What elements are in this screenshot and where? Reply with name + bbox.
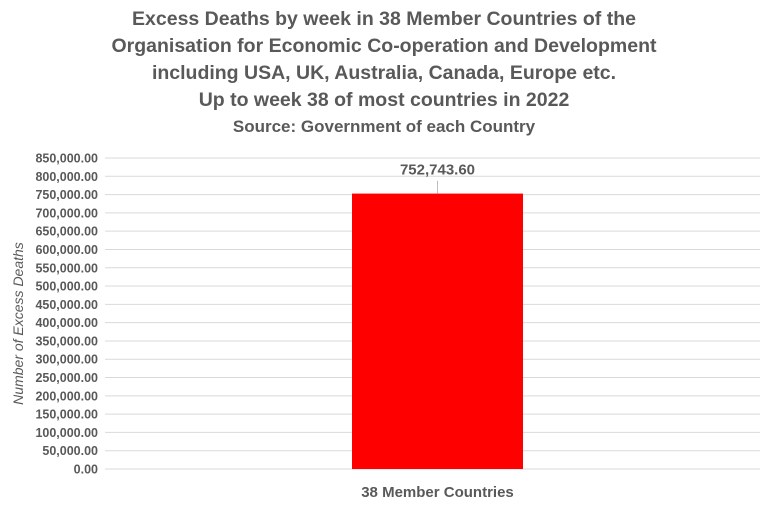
y-tick-label: 250,000.00 [35, 371, 98, 385]
chart-title-block: Excess Deaths by week in 38 Member Count… [0, 6, 768, 139]
y-tick-label: 650,000.00 [35, 225, 98, 239]
y-tick-label: 500,000.00 [35, 280, 98, 294]
y-tick-label: 0.00 [74, 463, 98, 477]
y-tick-label: 800,000.00 [35, 170, 98, 184]
y-tick-label: 50,000.00 [42, 444, 98, 458]
y-tick-label: 850,000.00 [35, 152, 98, 166]
chart-title-line-2: Organisation for Economic Co-operation a… [111, 35, 657, 57]
y-tick-label: 550,000.00 [35, 261, 98, 275]
y-tick-label: 350,000.00 [35, 334, 98, 348]
y-tick-label: 300,000.00 [35, 353, 98, 367]
y-tick-label: 150,000.00 [35, 408, 98, 422]
chart-subtitle: Source: Government of each Country [232, 117, 536, 136]
chart-title-line-3: including USA, UK, Australia, Canada, Eu… [151, 62, 617, 84]
y-tick-label: 600,000.00 [35, 243, 98, 257]
y-tick-label: 750,000.00 [35, 188, 98, 202]
x-tick-label: 38 Member Countries [361, 484, 514, 501]
y-axis-label: Number of Excess Deaths [10, 242, 26, 405]
y-tick-label: 700,000.00 [35, 206, 98, 220]
y-tick-label: 100,000.00 [35, 426, 98, 440]
chart-title-line-4: Up to week 38 of most countries in 2022 [198, 89, 570, 111]
data-label: 752,743.60 [400, 162, 475, 179]
y-tick-label: 400,000.00 [35, 316, 98, 330]
y-tick-label: 200,000.00 [35, 389, 98, 403]
bar [352, 193, 523, 469]
y-tick-label: 450,000.00 [35, 298, 98, 312]
chart-title-line-1: Excess Deaths by week in 38 Member Count… [132, 8, 636, 30]
